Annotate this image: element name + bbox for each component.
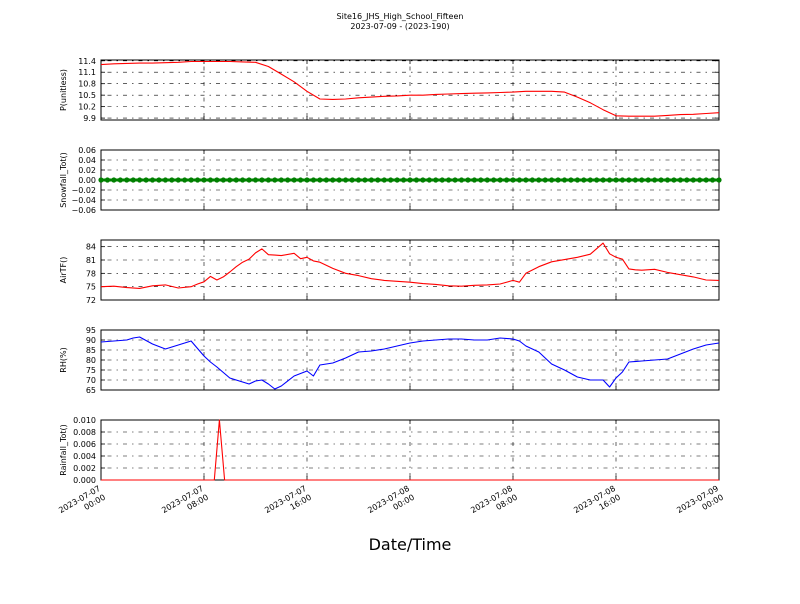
y-tick-label: 0.006 (73, 440, 96, 449)
y-tick-label: −0.04 (71, 196, 96, 205)
series-line (100, 242, 720, 289)
subplot-2: −0.06−0.04−0.020.000.020.040.06 Snowfall_… (59, 146, 722, 215)
y-axis-label: Snowfall_Tot() (59, 152, 68, 208)
y-tick-label: 81 (86, 256, 96, 265)
y-tick-label: 75 (86, 283, 96, 292)
y-tick-label: 90 (86, 336, 96, 345)
y-tick-label: 65 (86, 386, 96, 395)
y-tick-label: 0.000 (73, 476, 96, 485)
y-tick-label: 0.002 (73, 464, 96, 473)
subplot-panels: 9.910.210.510.811.111.4P(unitless)−0.06−… (59, 57, 722, 485)
y-axis-label: AirTF() (59, 257, 68, 284)
y-tick-label: 85 (86, 346, 96, 355)
series-line (100, 336, 720, 390)
y-tick-label: 0.010 (73, 416, 96, 425)
y-tick-label: 70 (86, 376, 96, 385)
chart-subtitle: 2023-07-09 - (2023-190) (350, 22, 449, 31)
series-line (100, 60, 720, 117)
y-tick-label: 0.008 (73, 428, 96, 437)
chart-title: Site16_JHS_High_School_Fifteen (337, 12, 464, 21)
y-tick-label: 0.04 (78, 156, 96, 165)
x-axis-title: Date/Time (369, 535, 452, 554)
y-tick-label: 0.00 (78, 176, 96, 185)
y-tick-label: 72 (86, 296, 96, 305)
y-tick-label: 95 (86, 326, 96, 335)
y-tick-label: 84 (86, 243, 96, 252)
y-axis-label: Rainfall_Tot() (59, 424, 68, 476)
y-axis-label: RH(%) (59, 347, 68, 372)
y-tick-label: 0.06 (78, 146, 96, 155)
y-axis-label: P(unitless) (59, 69, 68, 111)
y-tick-label: −0.06 (71, 206, 96, 215)
y-tick-label: 11.4 (78, 57, 96, 66)
subplot-3: 72 75 78 81 84 AirTF() (59, 239, 720, 305)
y-tick-label: 75 (86, 366, 96, 375)
y-tick-label: 10.8 (78, 80, 96, 89)
subplot-1: 9.9 10.2 10.5 10.8 11.1 11.4 P(unitless) (59, 57, 720, 123)
y-tick-label: 10.2 (78, 103, 96, 112)
y-tick-label: 11.1 (78, 68, 96, 77)
y-tick-label: 80 (86, 356, 96, 365)
y-tick-label: 9.9 (83, 114, 96, 123)
subplot-5: 0.000 0.002 0.004 0.006 0.008 0.010 Rainfall_T… (59, 416, 720, 485)
series-line (101, 419, 719, 481)
y-tick-label: 10.5 (78, 91, 96, 100)
y-tick-label: 78 (86, 269, 96, 278)
y-tick-label: 0.004 (73, 452, 96, 461)
y-tick-label: −0.02 (71, 186, 96, 195)
y-tick-label: 0.02 (78, 166, 96, 175)
